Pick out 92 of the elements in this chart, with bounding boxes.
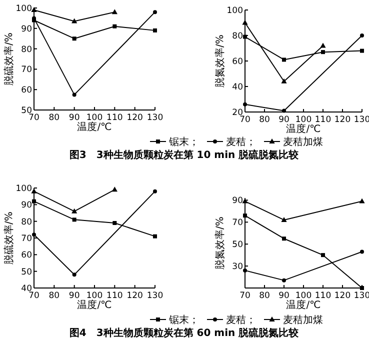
caption: 图3 3种生物质颗粒炭在第 10 min 脱硫脱氮比较 — [69, 149, 300, 161]
x-tick-label: 130 — [146, 113, 164, 123]
x-tick-label: 80 — [48, 291, 60, 301]
y-axis-title: 脱硫效率/% — [3, 212, 15, 264]
y-tick-label: 70 — [232, 218, 243, 228]
x-tick-label: 100 — [295, 291, 312, 301]
point — [281, 78, 287, 84]
x-tick-label: 70 — [28, 113, 40, 123]
x-tick-label: 130 — [146, 291, 164, 301]
y-tick-label: 60 — [21, 250, 32, 261]
x-tick-label: 120 — [334, 115, 351, 125]
x-tick-label: 90 — [278, 115, 290, 125]
point — [360, 48, 364, 53]
x-axis-title: 温度/℃ — [77, 121, 112, 133]
point — [112, 9, 118, 14]
point — [153, 28, 157, 32]
x-tick-label: 110 — [314, 291, 332, 301]
y-tick-label: 80 — [21, 217, 32, 228]
y-tick-label: 90 — [21, 200, 32, 211]
point — [153, 234, 157, 238]
y-tick-label: 80 — [232, 32, 243, 42]
point — [112, 186, 118, 192]
point — [153, 10, 157, 14]
x-tick-label: 90 — [68, 113, 80, 123]
x-tick-label: 90 — [68, 291, 80, 301]
x-tick-label: 70 — [240, 291, 250, 301]
y-tick-label: 60 — [232, 57, 243, 67]
point — [72, 218, 76, 222]
point — [360, 250, 364, 254]
point — [153, 189, 157, 194]
y-tick-label: 70 — [21, 234, 32, 244]
point — [281, 216, 287, 222]
point — [243, 268, 247, 272]
point — [359, 198, 365, 204]
legend-label: 锯末； — [168, 314, 199, 326]
y-tick-label: 50 — [21, 267, 32, 278]
y-tick-label: 70 — [21, 65, 32, 76]
y-tick-label: 80 — [21, 44, 32, 55]
point — [360, 34, 364, 38]
x-tick-label: 120 — [126, 291, 143, 301]
point — [243, 214, 247, 218]
point — [321, 50, 325, 54]
y-axis-title: 脱硫效率/% — [3, 32, 15, 86]
point — [72, 272, 76, 277]
x-tick-label: 120 — [126, 113, 143, 123]
y-axis-title: 脱氮效率/% — [214, 34, 226, 88]
y-axis-title: 脱氮效率/% — [214, 216, 226, 270]
x-tick-label: 100 — [86, 291, 103, 301]
legend-label: 麦秸加煤 — [283, 314, 323, 326]
y-tick-label: 60 — [21, 86, 32, 96]
y-tick-label: 90 — [21, 24, 32, 34]
point — [321, 253, 325, 258]
x-tick-label: 70 — [240, 115, 250, 125]
x-tick-label: 110 — [314, 115, 332, 125]
point — [72, 18, 78, 24]
x-tick-label: 80 — [48, 113, 60, 123]
point — [112, 24, 117, 28]
x-tick-label: 70 — [28, 291, 40, 301]
x-tick-label: 120 — [334, 291, 351, 301]
point — [282, 236, 286, 241]
y-tick-label: 100 — [16, 184, 32, 194]
y-tick-label: 30 — [232, 262, 243, 272]
point — [320, 42, 326, 48]
legend-label: 锯末； — [168, 136, 199, 148]
x-tick-label: 100 — [86, 113, 103, 123]
y-tick-label: 50 — [232, 240, 243, 250]
point — [72, 92, 76, 97]
x-axis-title: 温度/℃ — [286, 123, 321, 135]
x-tick-label: 100 — [295, 115, 312, 125]
point — [72, 208, 78, 214]
y-tick-label: 40 — [232, 82, 243, 92]
x-tick-label: 90 — [278, 291, 290, 301]
point — [282, 278, 286, 282]
legend-label: 麦秸； — [226, 314, 256, 326]
y-tick-label: 100 — [16, 4, 32, 14]
point — [32, 199, 36, 204]
point — [112, 221, 117, 225]
legend-label: 麦秸加煤 — [283, 136, 323, 148]
legend-label: 麦秸； — [226, 136, 256, 148]
y-tick-label: 90 — [232, 196, 243, 206]
point — [72, 36, 76, 41]
point — [32, 232, 36, 237]
y-tick-label: 100 — [226, 6, 243, 16]
x-axis-title: 温度/℃ — [77, 299, 112, 311]
x-tick-label: 80 — [259, 115, 270, 125]
x-tick-label: 80 — [259, 291, 270, 301]
point — [243, 102, 247, 106]
x-axis-title: 温度/℃ — [286, 299, 321, 311]
x-tick-label: 110 — [106, 291, 123, 301]
x-tick-label: 110 — [106, 113, 123, 123]
point — [282, 58, 286, 62]
caption: 图4 3种生物质颗粒炭在第 60 min 脱硫脱氮比较 — [69, 327, 300, 339]
